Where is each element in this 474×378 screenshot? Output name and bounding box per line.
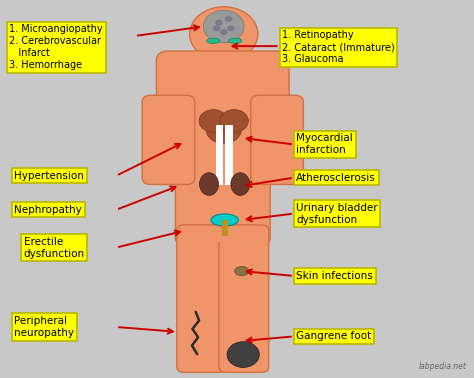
Circle shape [227, 342, 259, 367]
Ellipse shape [231, 173, 250, 195]
FancyBboxPatch shape [216, 125, 223, 185]
FancyBboxPatch shape [222, 220, 228, 236]
FancyBboxPatch shape [212, 47, 235, 61]
FancyBboxPatch shape [180, 106, 192, 174]
Circle shape [213, 25, 220, 31]
Circle shape [220, 110, 248, 132]
Ellipse shape [207, 38, 220, 43]
Text: Gangrene foot: Gangrene foot [296, 332, 371, 341]
Circle shape [227, 25, 235, 31]
FancyBboxPatch shape [142, 95, 195, 184]
Text: Erectile
dysfunction: Erectile dysfunction [24, 237, 85, 259]
Text: Hypertension: Hypertension [14, 171, 84, 181]
Text: Skin infections: Skin infections [296, 271, 373, 281]
FancyBboxPatch shape [156, 51, 289, 130]
Text: 1. Microangiopathy
2. Cerebrovascular
   Infarct
3. Hemorrhage: 1. Microangiopathy 2. Cerebrovascular In… [9, 24, 103, 70]
Ellipse shape [228, 38, 242, 43]
Text: 1. Retinopathy
2. Cataract (Immature)
3. Glaucoma: 1. Retinopathy 2. Cataract (Immature) 3.… [282, 30, 395, 64]
Circle shape [199, 110, 228, 132]
Text: Urinary bladder
dysfunction: Urinary bladder dysfunction [296, 203, 378, 225]
Ellipse shape [235, 266, 249, 276]
Circle shape [203, 10, 244, 43]
Text: Peripheral
neuropathy: Peripheral neuropathy [14, 316, 74, 338]
FancyBboxPatch shape [219, 225, 269, 372]
Text: Atherosclerosis: Atherosclerosis [296, 173, 376, 183]
Ellipse shape [206, 115, 241, 144]
FancyBboxPatch shape [177, 225, 227, 372]
FancyBboxPatch shape [225, 125, 233, 185]
Ellipse shape [200, 173, 219, 195]
Circle shape [215, 20, 223, 26]
FancyBboxPatch shape [256, 106, 268, 174]
FancyBboxPatch shape [175, 108, 270, 244]
Text: Myocardial
infarction: Myocardial infarction [296, 133, 353, 155]
FancyBboxPatch shape [182, 91, 263, 121]
Circle shape [220, 29, 228, 35]
FancyBboxPatch shape [251, 95, 303, 184]
FancyBboxPatch shape [184, 227, 262, 242]
Text: labpedia.net: labpedia.net [419, 362, 467, 371]
Ellipse shape [211, 214, 238, 226]
Circle shape [190, 7, 258, 61]
Text: Nephropathy: Nephropathy [14, 205, 82, 215]
Circle shape [225, 16, 232, 22]
